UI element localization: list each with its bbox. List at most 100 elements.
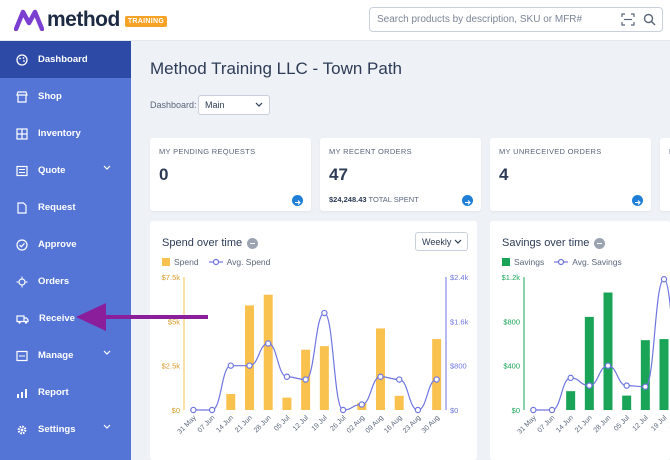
bar xyxy=(226,394,236,410)
bar xyxy=(640,340,650,410)
x-tick-label: 12 Jul xyxy=(632,414,650,432)
sidebar-item-report[interactable]: Report xyxy=(0,374,131,411)
x-tick-label: 21 Jun xyxy=(234,414,254,434)
avg-point xyxy=(302,376,309,383)
savings-legend: Savings Avg. Savings xyxy=(502,257,622,267)
right-tick-label: $0 xyxy=(450,406,458,415)
collapse-icon[interactable] xyxy=(247,237,259,249)
search-input[interactable]: Search products by description, SKU or M… xyxy=(369,7,663,32)
left-tick-label: $400 xyxy=(503,362,520,371)
quote-icon xyxy=(16,165,28,176)
avg-point xyxy=(567,374,574,382)
document-icon xyxy=(17,201,27,214)
bar xyxy=(263,294,273,410)
left-tick-label: $0 xyxy=(512,406,520,415)
spend-chart-title: Spend over time xyxy=(162,237,243,249)
x-tick-label: 23 Aug xyxy=(402,414,422,434)
legend-item[interactable]: Avg. Spend xyxy=(208,257,270,267)
arrow-right-icon[interactable] xyxy=(632,195,643,206)
avg-line xyxy=(193,312,437,411)
x-tick-label: 14 Jun xyxy=(215,414,235,434)
sidebar-item-settings[interactable]: Settings xyxy=(0,411,131,448)
top-bar: method TRAINING Search products by descr… xyxy=(0,0,670,41)
sidebar-item-label: Quote xyxy=(38,165,66,176)
sidebar-item-request[interactable]: Request xyxy=(0,189,131,226)
arrow-right-icon[interactable] xyxy=(462,195,473,206)
bar xyxy=(245,305,254,410)
dashboard-select[interactable]: Main xyxy=(198,95,270,115)
method-logo-icon xyxy=(14,9,44,31)
sidebar-item-label: Request xyxy=(38,202,76,213)
dashboard-select-value: Main xyxy=(205,100,225,110)
brand-name: method xyxy=(47,8,120,31)
x-tick-label: 30 Aug xyxy=(421,414,441,434)
avg-point xyxy=(642,383,649,390)
pointer-arrow-icon xyxy=(76,303,208,331)
barcode-scan-icon[interactable] xyxy=(621,13,635,26)
bar xyxy=(603,292,613,410)
search-icon[interactable] xyxy=(643,13,656,26)
left-tick-label: $800 xyxy=(503,317,520,326)
manage-icon xyxy=(16,350,28,361)
x-tick-label: 05 Jul xyxy=(613,414,631,432)
sidebar-item-receive[interactable]: Receive xyxy=(0,300,131,337)
right-tick-label: $2.4k xyxy=(450,273,469,282)
avg-point xyxy=(660,276,668,283)
bar xyxy=(376,328,385,410)
savings-panel: Savings over time Savings Avg. Savings $… xyxy=(490,221,670,460)
sidebar-item-quote[interactable]: Quote xyxy=(0,152,131,189)
card-value: 0 xyxy=(159,165,169,184)
collapse-icon[interactable] xyxy=(594,237,606,249)
left-tick-label: $0 xyxy=(172,406,180,415)
sidebar-item-label: Manage xyxy=(38,350,74,361)
arrow-right-icon[interactable] xyxy=(292,195,303,206)
card-recent-orders: MY RECENT ORDERS 47 $24,248.43 TOTAL SPE… xyxy=(320,138,481,211)
sidebar-item-shop[interactable]: Shop xyxy=(0,78,131,115)
avg-point xyxy=(623,382,630,389)
card-title: MY PENDING REQUESTS xyxy=(159,147,256,156)
x-tick-label: 28 Jun xyxy=(253,414,273,434)
avg-point xyxy=(586,382,593,389)
legend-label: Avg. Savings xyxy=(572,257,622,267)
sidebar-item-label: Inventory xyxy=(38,128,81,139)
bar xyxy=(622,395,632,410)
chevron-down-icon xyxy=(454,239,462,244)
card-pending-requests: MY PENDING REQUESTS 0 xyxy=(150,138,311,211)
sidebar-item-approve[interactable]: Approve xyxy=(0,226,131,263)
sidebar-item-label: Dashboard xyxy=(38,54,88,65)
x-tick-label: 19 Jul xyxy=(311,414,329,432)
left-tick-label: $5k xyxy=(168,317,180,326)
report-icon xyxy=(17,388,27,398)
bar xyxy=(659,339,669,410)
gear-icon xyxy=(17,425,27,434)
search-placeholder: Search products by description, SKU or M… xyxy=(377,14,583,25)
legend-item[interactable]: Savings xyxy=(502,257,544,267)
sidebar-item-manage[interactable]: Manage xyxy=(0,337,131,374)
x-tick-label: 31 May xyxy=(177,414,199,436)
x-tick-label: 12 Jul xyxy=(292,414,310,432)
spend-swatch xyxy=(162,258,170,266)
x-tick-label: 07 Jun xyxy=(197,414,217,434)
sidebar-item-inventory[interactable]: Inventory xyxy=(0,115,131,152)
legend-item[interactable]: Avg. Savings xyxy=(554,257,622,267)
legend-item[interactable]: Spend xyxy=(162,257,199,267)
sidebar-item-label: Orders xyxy=(38,276,70,287)
logo[interactable]: method TRAINING xyxy=(14,8,168,32)
card-value: 47 xyxy=(329,165,348,184)
right-tick-label: $1.6k xyxy=(450,317,469,326)
x-tick-label: 21 Jun xyxy=(574,414,594,434)
avg-point xyxy=(414,406,422,414)
period-select[interactable]: Weekly xyxy=(415,232,468,251)
x-tick-label: 07 Jun xyxy=(537,414,557,434)
avg-point xyxy=(433,376,440,383)
avg-point xyxy=(358,401,365,408)
left-tick-label: $1.2k xyxy=(502,273,521,282)
x-tick-label: 09 Aug xyxy=(365,414,385,434)
sidebar-item-orders[interactable]: Orders xyxy=(0,263,131,300)
spend-panel: Spend over time Weekly Spend Avg. Spend … xyxy=(150,221,477,460)
bar xyxy=(282,397,292,410)
sidebar-item-dashboard[interactable]: Dashboard xyxy=(0,41,131,78)
right-tick-label: $800 xyxy=(450,362,467,371)
avg-point xyxy=(530,406,537,414)
legend-label: Savings xyxy=(514,257,545,267)
